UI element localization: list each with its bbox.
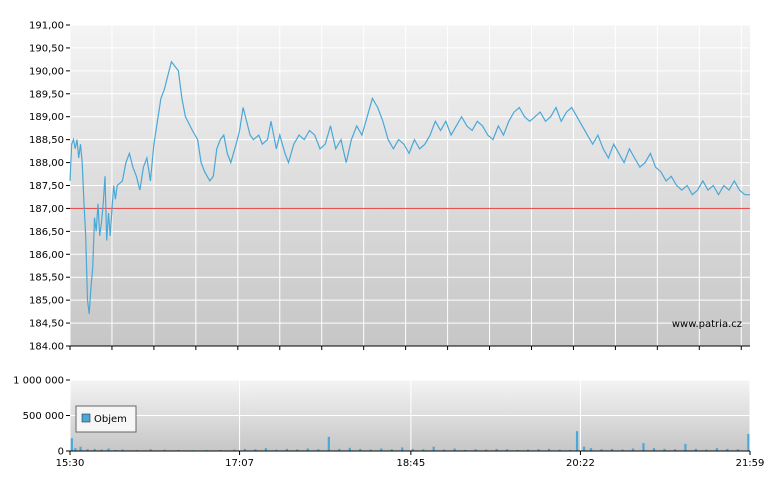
- volume-bar: [275, 449, 278, 451]
- price-tick-label: 184,50: [29, 319, 64, 330]
- volume-bar: [149, 449, 152, 451]
- volume-bar: [443, 449, 446, 451]
- volume-bar: [715, 448, 718, 451]
- volume-bar: [107, 448, 110, 451]
- price-tick-label: 185,50: [29, 273, 64, 284]
- volume-bar: [100, 449, 103, 451]
- volume-bar: [74, 448, 77, 451]
- volume-bar: [694, 448, 698, 451]
- price-tick-label: 185,00: [29, 296, 64, 307]
- volume-bar: [390, 449, 393, 451]
- volume-y-axis: 0 500 000 1 000 000: [13, 376, 70, 458]
- price-tick-label: 186,50: [29, 227, 64, 238]
- volume-bar: [631, 448, 635, 451]
- volume-bar: [70, 438, 73, 451]
- price-tick-label: 188,00: [29, 158, 64, 169]
- volume-tick-label: 500 000: [23, 411, 64, 422]
- volume-bar: [485, 449, 488, 451]
- volume-bar: [380, 448, 383, 451]
- price-tick-label: 190,00: [29, 66, 64, 77]
- volume-bar: [726, 448, 729, 451]
- volume-bar: [306, 448, 309, 451]
- price-tick-label: 189,50: [29, 89, 64, 100]
- volume-bar: [589, 448, 593, 451]
- volume-bar: [121, 449, 124, 451]
- price-tick-label: 190,50: [29, 43, 64, 54]
- volume-tick-label: 0: [58, 447, 64, 458]
- time-x-axis: 15:30 17:07 18:45 20:22 21:59: [56, 345, 765, 469]
- volume-bar: [411, 448, 414, 451]
- volume-bar: [348, 447, 351, 451]
- volume-bar: [79, 446, 82, 451]
- volume-bar: [568, 449, 572, 451]
- volume-bar: [558, 449, 561, 451]
- volume-bar: [338, 448, 341, 451]
- time-tick-label: 20:22: [566, 458, 595, 469]
- volume-bar: [254, 449, 257, 451]
- volume-bar: [537, 449, 540, 451]
- volume-bar: [285, 448, 288, 451]
- volume-tick-label: 1 000 000: [13, 376, 64, 387]
- volume-bar: [575, 431, 579, 451]
- price-tick-label: 184.00: [29, 342, 64, 353]
- volume-bar: [233, 449, 236, 451]
- volume-bar: [663, 448, 666, 451]
- volume-bar: [464, 449, 467, 451]
- volume-bar: [684, 443, 687, 451]
- volume-bar: [621, 449, 624, 451]
- volume-legend: Objem: [75, 405, 137, 433]
- volume-bar: [432, 446, 435, 451]
- volume-bars: [70, 431, 750, 452]
- volume-bar: [495, 448, 498, 451]
- volume-bar: [369, 449, 372, 451]
- price-tick-label: 191,00: [29, 21, 64, 32]
- volume-bar: [219, 449, 222, 451]
- volume-bar: [422, 449, 425, 451]
- volume-bar: [506, 449, 509, 451]
- price-tick-label: 189,00: [29, 112, 64, 123]
- volume-bar: [93, 448, 96, 451]
- price-line: [69, 60, 750, 314]
- volume-bar: [264, 448, 267, 451]
- volume-bar: [526, 449, 530, 451]
- time-tick-label: 21:59: [736, 458, 765, 469]
- volume-bar: [359, 448, 362, 451]
- time-tick-label: 15:30: [56, 458, 85, 469]
- volume-bar: [673, 449, 677, 451]
- volume-bar: [401, 447, 404, 451]
- volume-bar: [317, 449, 320, 451]
- volume-bar: [516, 449, 519, 451]
- volume-bar: [163, 449, 166, 451]
- volume-bar: [610, 448, 614, 451]
- price-tick-label: 187,00: [29, 204, 64, 215]
- time-tick-label: 18:45: [396, 458, 425, 469]
- volume-bar: [600, 449, 603, 451]
- volume-bar: [327, 436, 330, 451]
- time-tick-label: 17:07: [225, 458, 254, 469]
- volume-bar: [547, 448, 551, 451]
- price-tick-label: 187,50: [29, 181, 64, 192]
- volume-bar: [243, 448, 247, 451]
- volume-bar: [114, 449, 117, 451]
- price-tick-label: 188,50: [29, 135, 64, 146]
- volume-bar: [474, 449, 477, 451]
- volume-bar: [747, 433, 750, 451]
- volume-bar: [453, 448, 456, 451]
- volume-bar: [705, 449, 708, 451]
- volume-bar: [652, 448, 656, 451]
- price-y-axis: 184.00 184,50 185,00 185,50 186,00 186,50 187,…: [29, 21, 70, 353]
- volume-bar: [296, 449, 299, 451]
- legend-label: Objem: [94, 414, 127, 425]
- watermark: www.patria.cz: [672, 319, 742, 330]
- volume-bar: [582, 446, 586, 451]
- legend-swatch: [81, 413, 91, 423]
- volume-bar: [642, 443, 645, 451]
- volume-bar: [86, 449, 89, 451]
- volume-bar: [736, 449, 739, 451]
- price-tick-label: 186,00: [29, 250, 64, 261]
